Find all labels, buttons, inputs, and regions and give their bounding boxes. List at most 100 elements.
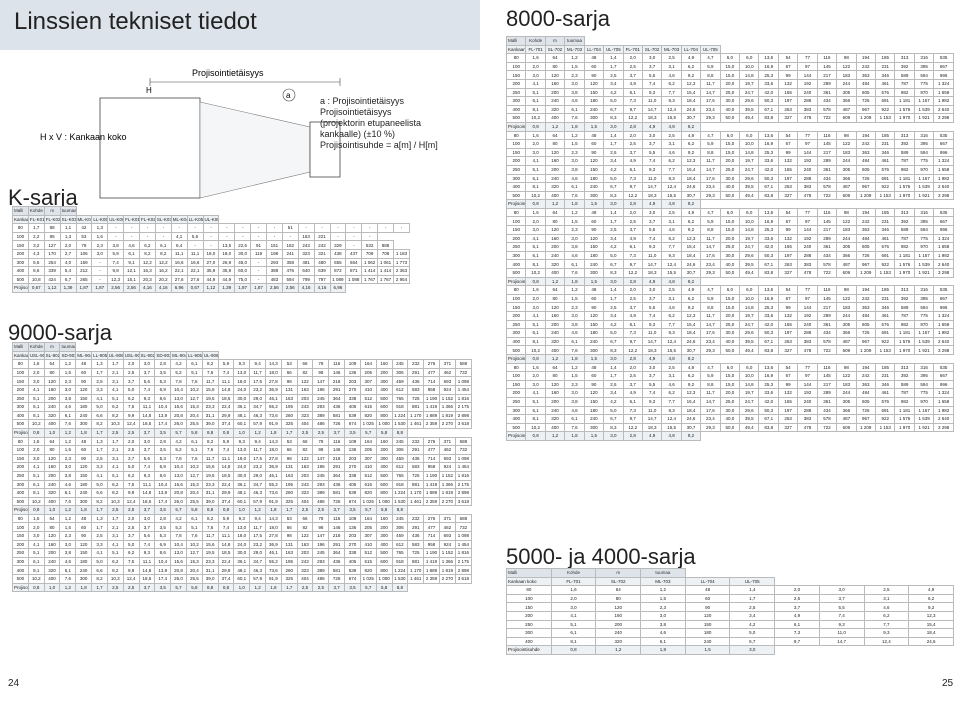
table-cell: 9,3 (641, 164, 663, 175)
table-cell: 316 (913, 285, 935, 295)
table-cell: 5,2 (170, 367, 187, 378)
table-cell: 799 (297, 274, 315, 285)
table-cell: 461 (875, 388, 896, 398)
table-cell: 50,0 (719, 345, 741, 355)
table-cell: 1 816 (454, 393, 473, 404)
table-cell: 66 (296, 513, 314, 524)
table-cell: 2,0 (622, 53, 643, 63)
table-cell: 1 921 (913, 268, 935, 278)
table-cell: 5,6 (138, 453, 156, 464)
table-cell: 150 (505, 147, 527, 158)
table-cell: 263 (777, 104, 799, 115)
table-cell: 1,6 (91, 231, 109, 242)
table-cell: 3,8 (564, 164, 585, 175)
table-cell: 478 (797, 268, 818, 278)
table-cell: 5,1 (525, 242, 546, 252)
table-cell: 200 (544, 242, 566, 252)
table-cell: 99 (777, 225, 799, 235)
table-cell: 512 (359, 548, 377, 558)
table-cell: 3,7 (641, 371, 663, 381)
table-cell: 532 (361, 240, 379, 250)
table-cell: 3,4 (603, 156, 624, 166)
table-row: 80 1,6 64 1,2 48 1,4 2,0 3,0 2,5 4,9 4,7 6,0 6,0 13,6… (505, 285, 954, 295)
table-cell: 691 (875, 328, 896, 338)
table-cell: 288 (797, 250, 818, 261)
table-cell: 3,0 (27, 376, 45, 386)
table-cell: 10,0 (739, 371, 760, 381)
table-cell: 392 (894, 216, 915, 227)
ratio-label: Projisointisuhde (505, 121, 527, 132)
table-cell: 116 (816, 285, 838, 295)
table-cell: 50,3 (758, 405, 779, 416)
table-cell: 305 (836, 396, 857, 407)
table-cell: - (170, 223, 188, 233)
table-cell: 5,1 (525, 319, 546, 330)
table-cell: 361 (816, 87, 838, 98)
table-cell: 388 (266, 266, 283, 276)
table-cell: 400 (505, 104, 527, 115)
ratio-label: Projisointisuhde (505, 431, 527, 441)
table-cell: 250 (505, 319, 527, 330)
table-cell: 1 767 (361, 274, 379, 285)
table-cell: 306 (391, 445, 409, 455)
table-cell: 14,7 (700, 396, 721, 407)
table-cell: 8,2 (106, 488, 124, 498)
table-cell: 594 (913, 147, 935, 158)
table-cell: 13,6 (758, 53, 779, 63)
table-cell: 2,0 (59, 240, 77, 250)
table-cell: 36,9 (265, 539, 282, 550)
table-cell: 306 (391, 367, 409, 378)
table-cell: 19,7 (739, 311, 760, 321)
table-cell: 4,2 (603, 319, 624, 330)
table-cell: 5,0 (603, 96, 624, 106)
table-cell: 57,9 (249, 419, 266, 429)
table-cell: 327 (777, 190, 799, 201)
table-cell: 150 (583, 164, 605, 175)
table-cell: 6,2 (680, 293, 702, 304)
table-cell: 18,5 (138, 496, 156, 507)
table-cell: 4,1 (91, 470, 108, 481)
table-cell: - (313, 223, 331, 233)
table-cell: 240 (583, 259, 605, 270)
table-cell: 3,7 (622, 147, 643, 158)
table-cell: 163 (296, 539, 314, 550)
table-cell: 98 (836, 130, 857, 141)
table-cell: 50,3 (758, 173, 779, 184)
table-cell: 288 (797, 173, 818, 184)
table-cell: 289 (816, 233, 838, 244)
table-cell: 1,7 (91, 367, 108, 378)
table-cell: 300 (505, 96, 527, 106)
ratio-cell: 1,0 (43, 427, 61, 438)
table-cell: 2,3 (59, 453, 77, 464)
table-cell: 5,9 (700, 216, 721, 227)
table-cell: 10,2 (525, 190, 546, 201)
table-cell: 366 (836, 173, 857, 184)
table-cell: 18,5 (217, 470, 235, 481)
table-cell: 9,3 (661, 250, 682, 261)
table-cell: 49,4 (739, 190, 760, 201)
table-cell: 1 153 (875, 268, 896, 278)
table-cell: 320 (43, 410, 61, 421)
table-cell: 14,3 (265, 359, 282, 369)
table-cell: 20,4 (185, 410, 203, 421)
table-row: 200 4,1 160 3,0 120 3,4 4,9 7,4 6,2 12,3 11,7 20,0 1… (505, 233, 954, 244)
table-cell: 487 (836, 414, 857, 424)
table-cell: 146 (328, 367, 346, 378)
table-row: 150 3,2 127 2,0 79 2,3 3,8 4,6 6,2 6,1 8,4- -13,5 22… (12, 240, 410, 250)
table-cell: 106 (75, 248, 93, 259)
table-cell: 200 (505, 388, 527, 398)
table-cell: 8,8 (700, 225, 721, 235)
table-cell: 22,4 (217, 402, 235, 412)
table-cell: 1 816 (454, 470, 473, 481)
table-cell: 922 (875, 259, 896, 270)
table-cell: 320 (544, 182, 566, 192)
table-cell: 3,8 (107, 240, 125, 250)
table-cell: 1 224 (391, 565, 409, 576)
table-cell: 12,2 (154, 257, 172, 268)
table-cell: 67 (777, 61, 799, 72)
screen-shape (99, 97, 201, 199)
table-cell: 3,1 (661, 61, 682, 72)
table-cell: 7,4 (641, 78, 663, 89)
table-cell: 400 (43, 574, 61, 584)
ratio-cell: 1,8 (564, 199, 585, 209)
